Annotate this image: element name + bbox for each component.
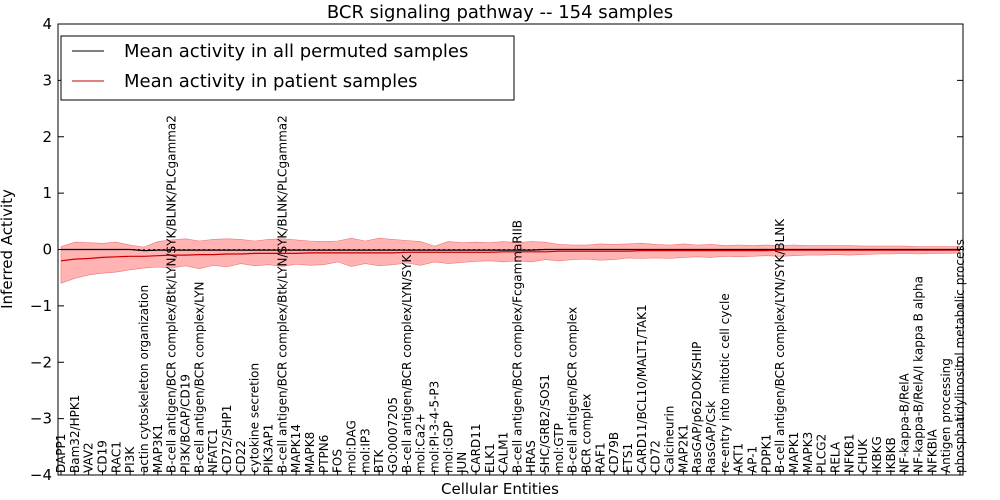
- x-tick-label: phosphatidylinositol metabolic process: [953, 239, 967, 473]
- x-tick-label: actin cytoskeleton organization: [137, 285, 151, 473]
- x-tick-label: PDPK1: [759, 434, 773, 473]
- y-tick-label: −2: [30, 353, 52, 371]
- x-tick-label: JUN: [455, 452, 469, 474]
- x-tick-label: DAPP1: [54, 434, 68, 473]
- x-tick-label: CD72/SHP1: [220, 405, 234, 473]
- x-tick-label: B-cell antigen/BCR complex/LYN/SYK/BLNK: [773, 218, 787, 473]
- series-line-patient: [60, 249, 960, 262]
- x-tick-label: CD79B: [607, 432, 621, 473]
- legend-label-patient: Mean activity in patient samples: [124, 71, 418, 92]
- x-tick-label: mol:DAG: [344, 420, 358, 473]
- x-tick-label: PIK3AP1: [262, 424, 276, 473]
- x-tick-label: SHC/GRB2/SOS1: [538, 374, 552, 473]
- x-tick-label: Antigen processing: [939, 358, 953, 473]
- y-axis-label: Inferred Activity: [0, 189, 16, 309]
- x-tick-label: B-cell antigen/BCR complex: [566, 307, 580, 473]
- y-tick-label: −3: [30, 410, 52, 428]
- x-tick-label: mol:GDP: [441, 421, 455, 473]
- x-tick-label: ELK1: [483, 443, 497, 473]
- x-tick-label: mol:PI-3-4-5-P3: [427, 381, 441, 473]
- x-tick-label: CARD11: [469, 424, 483, 473]
- x-tick-label: B-cell antigen/BCR complex/LYN: [192, 281, 206, 473]
- y-tick-label: 4: [42, 15, 52, 33]
- x-tick-label: mol:IP3: [358, 428, 372, 473]
- x-tick-label: B-cell antigen/BCR complex/FcgammaRIIB: [510, 220, 524, 473]
- x-tick-label: CD22: [234, 440, 248, 473]
- legend-box: [60, 35, 515, 101]
- x-tick-label: MAPK3: [801, 432, 815, 473]
- x-tick-label: B-cell antigen/BCR complex/Btk/LYN/SYK/B…: [275, 115, 289, 473]
- x-tick-label: ETS1: [621, 443, 635, 473]
- x-tick-label: RELA: [829, 441, 843, 473]
- legend: Mean activity in all permuted samples Me…: [60, 35, 515, 101]
- x-tick-label: HRAS: [524, 440, 538, 473]
- plot-area: −4 −3 −2 −1 0 1 2 3 4 DAPP1 Bam32/HPK1 VAV2 CD19 RAC1…: [30, 15, 967, 484]
- x-tick-label: RAC1: [109, 441, 123, 473]
- x-tick-label: FOS: [331, 449, 345, 473]
- x-tick-label: BCR complex: [580, 394, 594, 473]
- chart-title: BCR signaling pathway -- 154 samples: [327, 2, 673, 23]
- y-tick-label: 2: [42, 128, 52, 146]
- x-tick-label: NFATC1: [206, 428, 220, 473]
- x-tick-label: RasGAP/p62DOK/SHIP: [690, 342, 704, 473]
- x-tick-label: MAPK1: [787, 432, 801, 473]
- x-tick-label: MAPK14: [289, 424, 303, 473]
- x-tick-label: CARD11/BCL10/MALT1/TAK1: [635, 304, 649, 473]
- x-tick-label: MAPK8: [303, 432, 317, 473]
- x-tick-label: NFKBIA: [925, 428, 939, 473]
- x-tick-label: GO:0007205: [386, 397, 400, 473]
- x-tick-label: re-entry into mitotic cell cycle: [718, 293, 732, 473]
- x-tick-label: IKBKG: [870, 436, 884, 473]
- x-tick-label: NFKB1: [842, 433, 856, 473]
- x-tick-label: CD72: [649, 440, 663, 473]
- x-tick-label: RAF1: [593, 442, 607, 473]
- x-tick-label: BTK: [372, 448, 386, 473]
- x-tick-label: IKBKB: [884, 437, 898, 473]
- x-tick-label: VAV2: [82, 442, 96, 473]
- x-tick-label: mol:Ca2+: [414, 413, 428, 473]
- x-tick-label: PI3K/BCAP/CD19: [179, 374, 193, 473]
- x-tick-label: MAP2K1: [676, 424, 690, 473]
- x-tick-label: NF-kappa-B/RelA: [898, 372, 912, 473]
- x-tick-label: mol:GTP: [552, 423, 566, 473]
- legend-label-permuted: Mean activity in all permuted samples: [124, 41, 468, 62]
- y-tick-label: −1: [30, 297, 52, 315]
- x-tick-label: B-cell antigen/BCR complex/LYN/SYK: [400, 254, 414, 474]
- x-tick-label: NF-kappa-B/RelA/I kappa B alpha: [912, 276, 926, 473]
- y-tick-label: 0: [42, 241, 52, 259]
- x-tick-label: B-cell antigen/BCR complex/Btk/LYN/SYK/B…: [165, 115, 179, 473]
- x-tick-label: RasGAP/Csk: [704, 401, 718, 473]
- x-tick-label: Bam32/HPK1: [68, 395, 82, 473]
- x-tick-label: PLCG2: [815, 434, 829, 473]
- x-tick-label: CALM1: [497, 432, 511, 473]
- x-tick-label: AP-1: [746, 446, 760, 473]
- y-tick-label: −4: [30, 466, 52, 484]
- x-tick-label: cytokine secretion: [248, 363, 262, 473]
- y-tick-label: 1: [42, 184, 52, 202]
- x-tick-label: Calcineurin: [663, 406, 677, 473]
- x-tick-label: CHUK: [856, 438, 870, 473]
- x-tick-label: PI3K: [123, 446, 137, 473]
- x-tick-label: AKT1: [732, 443, 746, 473]
- x-tick-label: PTPN6: [317, 435, 331, 473]
- y-tick-label: 3: [42, 71, 52, 89]
- x-tick-label: MAP3K1: [151, 424, 165, 473]
- x-tick-label: CD19: [96, 440, 110, 473]
- x-axis-label: Cellular Entities: [441, 480, 559, 498]
